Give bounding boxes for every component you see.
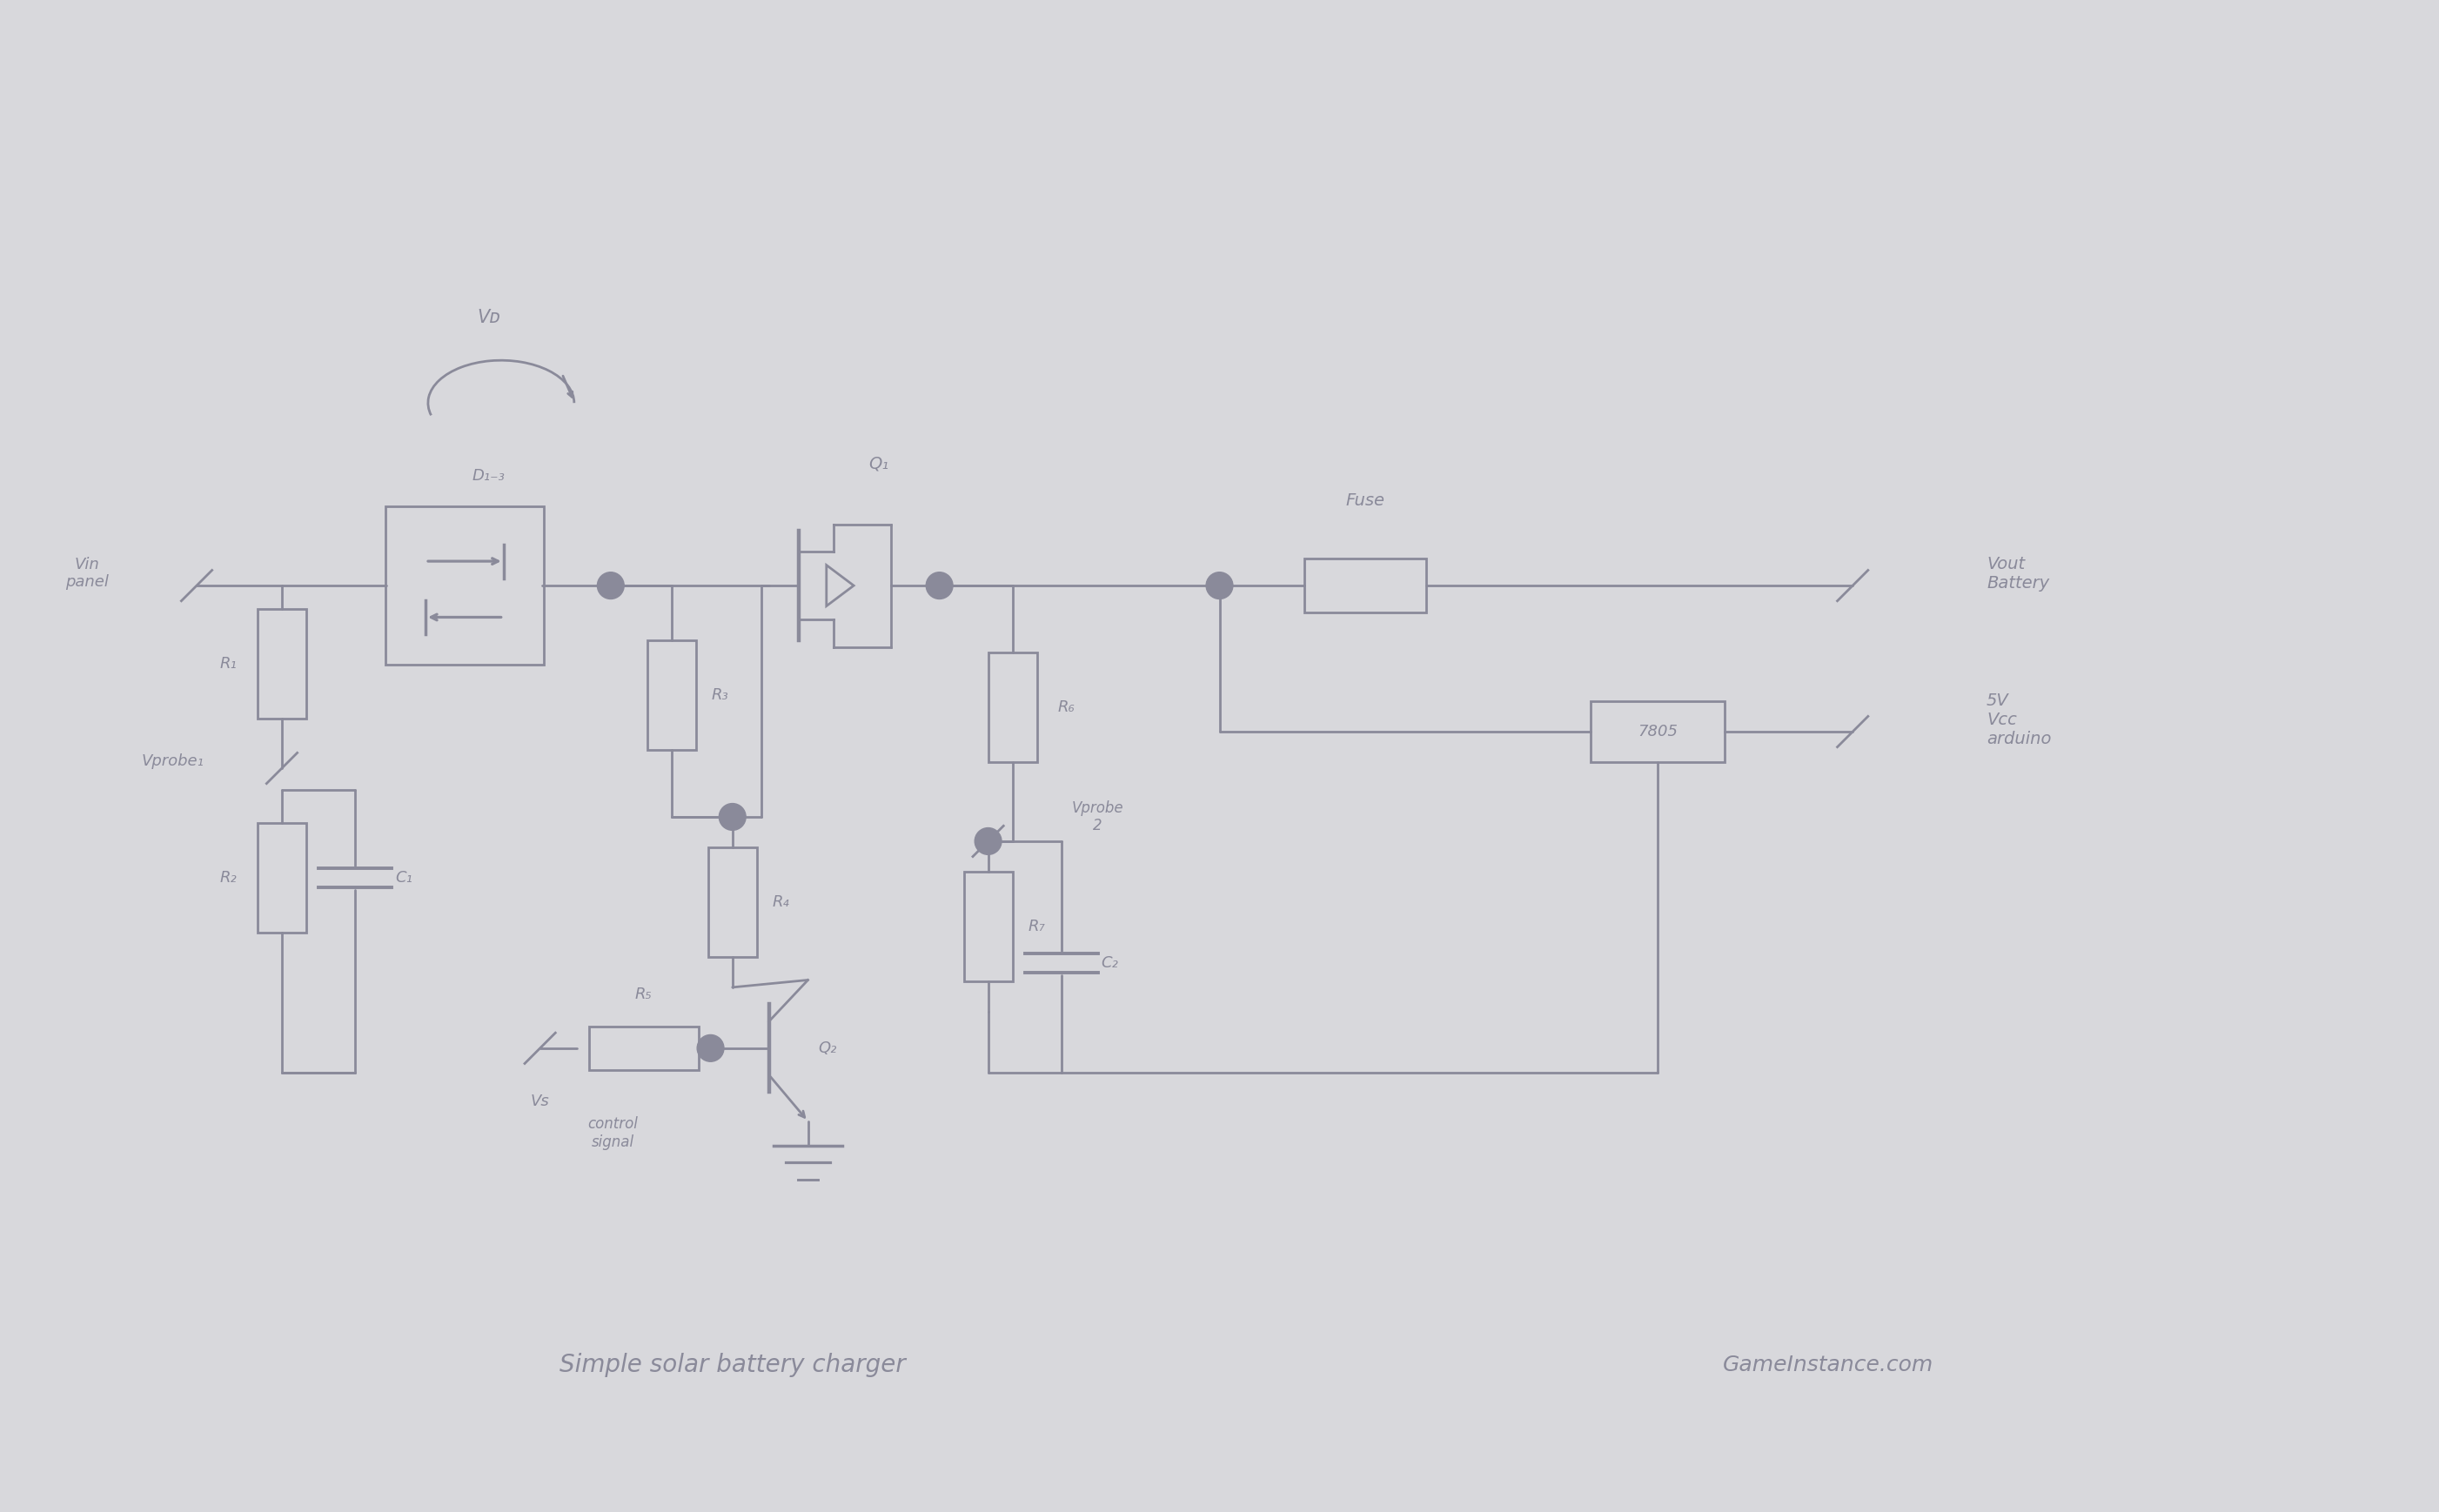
Text: Vs: Vs (532, 1093, 549, 1110)
Circle shape (598, 572, 624, 599)
Text: 5V
Vcc
arduino: 5V Vcc arduino (1988, 692, 2051, 747)
Text: Vprobe
2: Vprobe 2 (1071, 800, 1124, 833)
Text: R₁: R₁ (220, 656, 237, 671)
Text: Q₁: Q₁ (868, 455, 888, 472)
Text: C₁: C₁ (395, 869, 412, 886)
Bar (588, 1027, 698, 1070)
Text: Simple solar battery charger: Simple solar battery charger (559, 1353, 905, 1377)
Text: Q₂: Q₂ (817, 1040, 837, 1055)
Circle shape (927, 572, 954, 599)
Text: Fuse: Fuse (1346, 491, 1385, 508)
Circle shape (1207, 572, 1232, 599)
Circle shape (976, 829, 1002, 854)
Bar (707, 847, 756, 957)
Text: Vprobe₁: Vprobe₁ (141, 753, 202, 768)
Text: 7805: 7805 (1639, 724, 1678, 739)
Circle shape (720, 803, 746, 830)
Text: control
signal: control signal (588, 1116, 639, 1151)
Text: Vᴅ: Vᴅ (478, 308, 500, 327)
Text: R₃: R₃ (712, 688, 729, 703)
Text: GameInstance.com: GameInstance.com (1722, 1355, 1934, 1374)
Text: C₂: C₂ (1102, 956, 1120, 971)
Text: Vin
panel: Vin panel (66, 556, 110, 590)
Bar (259, 823, 307, 933)
Bar (1590, 702, 1724, 762)
Bar (646, 641, 695, 750)
Circle shape (698, 1034, 724, 1061)
Bar (963, 871, 1012, 981)
Bar (988, 653, 1037, 762)
Text: R₅: R₅ (634, 987, 651, 1002)
Text: R₆: R₆ (1059, 700, 1076, 715)
Bar (385, 507, 544, 665)
Text: R₂: R₂ (220, 869, 237, 886)
Bar (1305, 559, 1427, 612)
Text: Vout
Battery: Vout Battery (1988, 555, 2049, 591)
Bar (259, 609, 307, 718)
Text: D₁₋₃: D₁₋₃ (473, 469, 505, 484)
Text: R₇: R₇ (1029, 919, 1046, 934)
Text: R₄: R₄ (773, 894, 790, 910)
